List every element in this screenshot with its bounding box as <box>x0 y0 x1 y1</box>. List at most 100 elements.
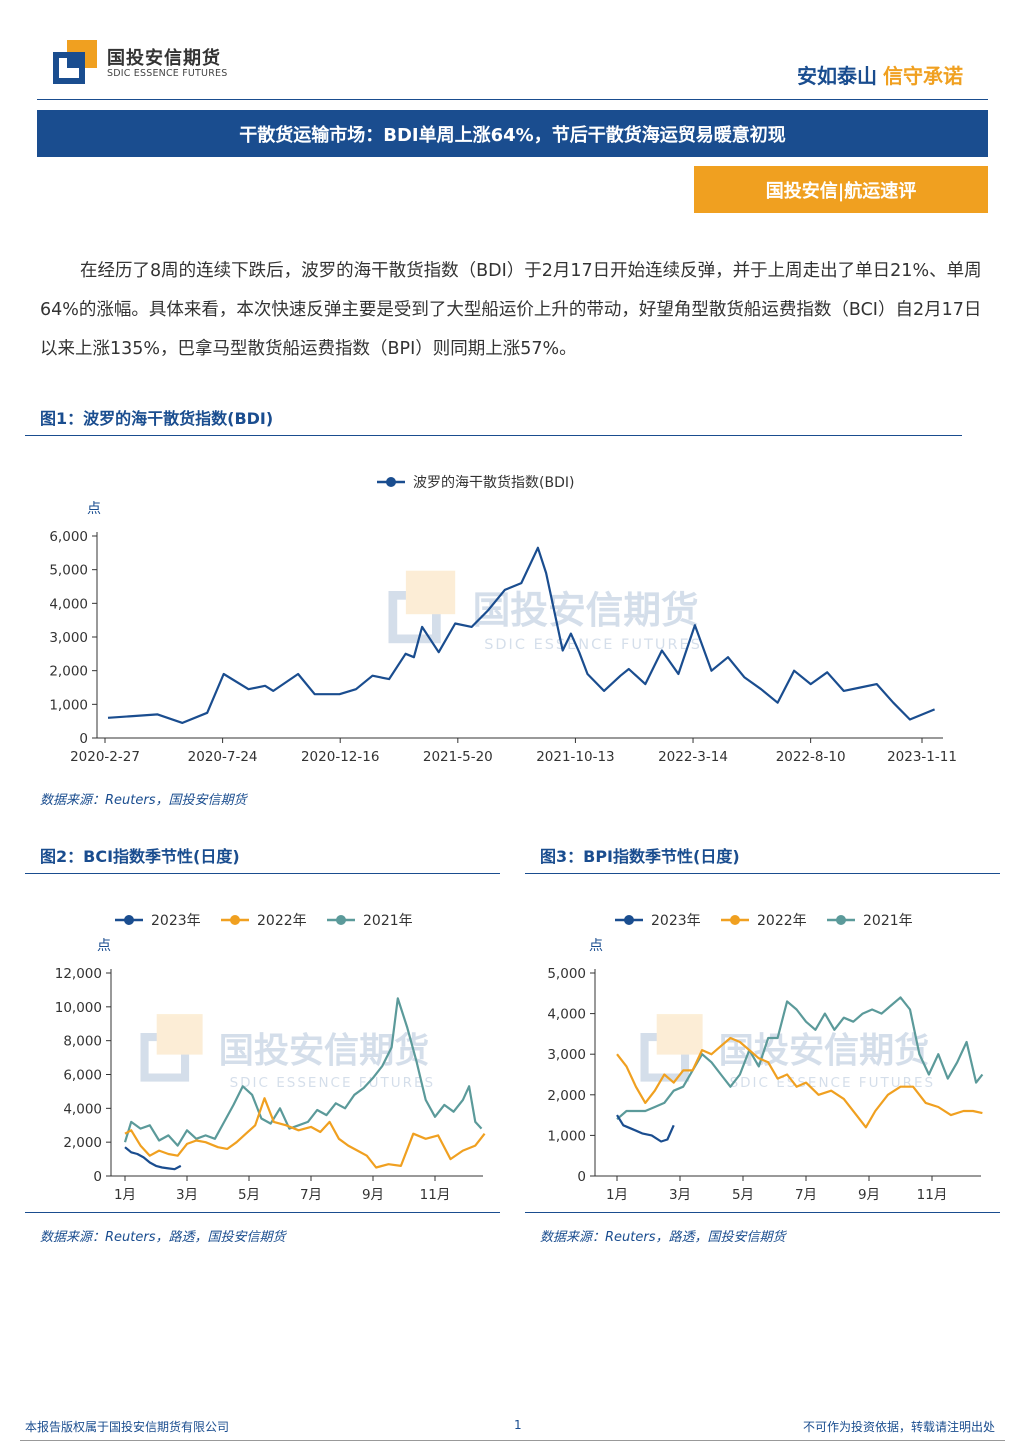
legend-label: 波罗的海干散货指数(BDI) <box>413 474 574 491</box>
series-line <box>107 546 936 724</box>
x-tick-label: 2023-1-11 <box>887 749 957 765</box>
x-tick-label: 5月 <box>238 1187 260 1203</box>
watermark-text-cn: 国投安信期货 <box>719 1031 929 1072</box>
watermark-mark-icon <box>148 1041 181 1074</box>
legend-marker <box>624 915 634 925</box>
footer-copyright: 本报告版权属于国投安信期货有限公司 <box>25 1420 230 1434</box>
watermark-mark-icon <box>656 1014 703 1055</box>
bdi-chart: 国投安信期货 SDIC ESSENCE FUTURES 波罗的海干散货指数(BDI)… <box>49 474 957 765</box>
x-tick-label: 7月 <box>795 1187 817 1203</box>
watermark-mark-icon <box>397 599 432 635</box>
y-tick-label: 4,000 <box>49 596 88 612</box>
series-line <box>123 997 483 1147</box>
series-line <box>124 1146 182 1171</box>
company-logo: 国投安信期货 SDIC ESSENCE FUTURES <box>53 40 243 88</box>
fig2-title: 图2：BCI指数季节性(日度) <box>40 847 240 866</box>
y-tick-label: 6,000 <box>63 1068 102 1084</box>
x-tick-label: 9月 <box>362 1187 384 1203</box>
footer-divider <box>20 1440 1005 1441</box>
fig2-source: 数据来源：Reuters，路透，国投安信期货 <box>40 1230 286 1245</box>
legend-marker <box>336 915 346 925</box>
intro-paragraph: 在经历了8周的连续下跌后，波罗的海干散货指数（BDI）于2月17日开始连续反弹，… <box>40 261 982 359</box>
legend-marker <box>730 915 740 925</box>
watermark-mark-icon <box>140 1033 190 1082</box>
logo-text-en: SDIC ESSENCE FUTURES <box>107 68 228 79</box>
fig1-divider <box>25 435 962 436</box>
y-tick-label: 4,000 <box>547 1007 586 1023</box>
y-tick-label: 2,000 <box>63 1135 102 1151</box>
x-tick-label: 2020-2-27 <box>70 749 140 765</box>
logo-mark-icon <box>53 40 97 84</box>
watermark-text-en: SDIC ESSENCE FUTURES <box>730 1075 935 1091</box>
y-tick-label: 5,000 <box>547 966 586 982</box>
watermark-text-en: SDIC ESSENCE FUTURES <box>230 1075 435 1091</box>
x-tick-label: 2020-7-24 <box>188 749 258 765</box>
watermark-text-cn: 国投安信期货 <box>473 588 699 632</box>
report-tag: 国投安信|航运速评 <box>694 166 988 213</box>
watermark: 国投安信期货 SDIC ESSENCE FUTURES <box>640 1014 935 1091</box>
legend-label: 2021年 <box>863 913 913 929</box>
legend-label: 2022年 <box>757 913 807 929</box>
y-tick-label: 4,000 <box>63 1101 102 1117</box>
report-title: 干散货运输市场：BDI单周上涨64%，节后干散货海运贸易暖意初现 <box>37 110 988 157</box>
y-tick-label: 0 <box>577 1169 586 1185</box>
y-tick-label: 3,000 <box>547 1047 586 1063</box>
y-axis-label: 点 <box>97 938 111 954</box>
watermark-text-cn: 国投安信期货 <box>219 1031 429 1072</box>
logo-text-cn: 国投安信期货 <box>107 48 221 69</box>
x-tick-label: 2022-8-10 <box>776 749 846 765</box>
x-tick-label: 2021-10-13 <box>536 749 614 765</box>
series-line <box>616 1114 675 1143</box>
fig2-divider <box>25 873 500 874</box>
legend-marker <box>124 915 134 925</box>
fig3-divider <box>525 873 1000 874</box>
series-line <box>616 1036 983 1129</box>
y-tick-label: 2,000 <box>547 1088 586 1104</box>
legend-label: 2023年 <box>151 913 201 929</box>
slogan-part-a: 安如泰山 <box>797 64 877 88</box>
y-tick-label: 6,000 <box>49 529 88 545</box>
y-tick-label: 0 <box>93 1169 102 1185</box>
fig1-title: 图1：波罗的海干散货指数(BDI) <box>40 409 274 428</box>
y-tick-label: 0 <box>79 731 88 747</box>
legend-label: 2023年 <box>651 913 701 929</box>
legend-label: 2021年 <box>363 913 413 929</box>
x-tick-label: 7月 <box>300 1187 322 1203</box>
bci-chart: 国投安信期货 SDIC ESSENCE FUTURES 2023年 2022年 2021… <box>55 913 486 1203</box>
watermark-text-en: SDIC ESSENCE FUTURES <box>484 637 702 653</box>
x-tick-label: 5月 <box>732 1187 754 1203</box>
x-tick-label: 3月 <box>669 1187 691 1203</box>
x-tick-label: 11月 <box>420 1187 451 1203</box>
y-tick-label: 1,000 <box>49 697 88 713</box>
y-tick-label: 10,000 <box>55 1000 102 1016</box>
watermark-mark-icon <box>156 1014 203 1055</box>
x-tick-label: 1月 <box>114 1187 136 1203</box>
fig3-bottom-divider <box>525 1212 1000 1213</box>
fig2-bottom-divider <box>25 1212 500 1213</box>
header-divider <box>37 99 988 100</box>
watermark: 国投安信期货 SDIC ESSENCE FUTURES <box>388 570 702 653</box>
x-tick-label: 2020-12-16 <box>301 749 379 765</box>
fig3-source: 数据来源：Reuters，路透，国投安信期货 <box>540 1230 786 1245</box>
series-line <box>124 1097 486 1169</box>
bpi-chart: 国投安信期货 SDIC ESSENCE FUTURES 2023年 2022年 2021… <box>547 913 984 1203</box>
series-line <box>616 996 984 1121</box>
y-tick-label: 8,000 <box>63 1034 102 1050</box>
y-tick-label: 1,000 <box>547 1128 586 1144</box>
watermark-mark-icon <box>388 591 441 644</box>
x-tick-label: 2021-5-20 <box>423 749 493 765</box>
footer-page-number: 1 <box>514 1418 522 1432</box>
legend-marker <box>836 915 846 925</box>
fig3-title: 图3：BPI指数季节性(日度) <box>540 847 740 866</box>
x-tick-label: 3月 <box>176 1187 198 1203</box>
slogan-part-b: 信守承诺 <box>883 64 963 88</box>
y-axis-label: 点 <box>87 501 101 517</box>
y-tick-label: 2,000 <box>49 664 88 680</box>
fig1-source: 数据来源：Reuters，国投安信期货 <box>40 793 247 808</box>
y-tick-label: 12,000 <box>55 966 102 982</box>
y-tick-label: 3,000 <box>49 630 88 646</box>
legend-marker <box>230 915 240 925</box>
x-tick-label: 11月 <box>917 1187 948 1203</box>
x-tick-label: 2022-3-14 <box>658 749 728 765</box>
y-tick-label: 5,000 <box>49 563 88 579</box>
